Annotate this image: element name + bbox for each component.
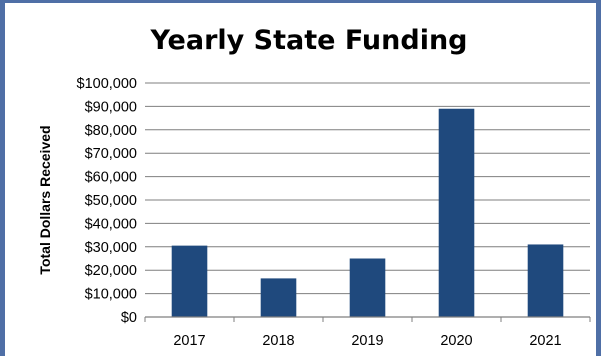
y-tick-label: $80,000 [85,123,137,139]
bar-2018 [260,278,297,317]
bar-chart: Yearly State Funding $0 $10,000 $20,000 $30… [37,25,591,349]
x-axis-ticks: 2017 2018 2019 2020 2021 [144,317,591,349]
y-tick-label: $30,000 [85,240,137,256]
chart-title: Yearly State Funding [149,25,467,56]
x-tick-label: 2017 [173,333,205,349]
bar-2021 [527,244,564,317]
y-tick-label: $20,000 [85,263,137,279]
y-tick-label: $50,000 [85,193,137,209]
y-axis-label: Total Dollars Received [37,125,53,274]
bar-2020 [438,108,475,318]
bar-2017 [171,245,208,317]
y-tick-label: $40,000 [85,216,137,232]
y-axis-ticks: $0 $10,000 $20,000 $30,000 $40,000 $50,000 $60… [77,76,137,326]
y-tick-label: $70,000 [85,146,137,162]
y-tick-label: $100,000 [77,76,137,92]
x-tick-label: 2018 [262,333,294,349]
bar-2019 [349,258,386,317]
x-tick-label: 2019 [351,333,383,349]
y-tick-label: $0 [121,310,137,326]
bars [171,108,564,318]
x-tick-label: 2020 [440,333,472,349]
y-tick-label: $60,000 [85,170,137,186]
y-tick-label: $10,000 [85,287,137,303]
y-tick-label: $90,000 [85,99,137,115]
x-tick-label: 2021 [529,333,561,349]
gridlines [145,82,590,295]
